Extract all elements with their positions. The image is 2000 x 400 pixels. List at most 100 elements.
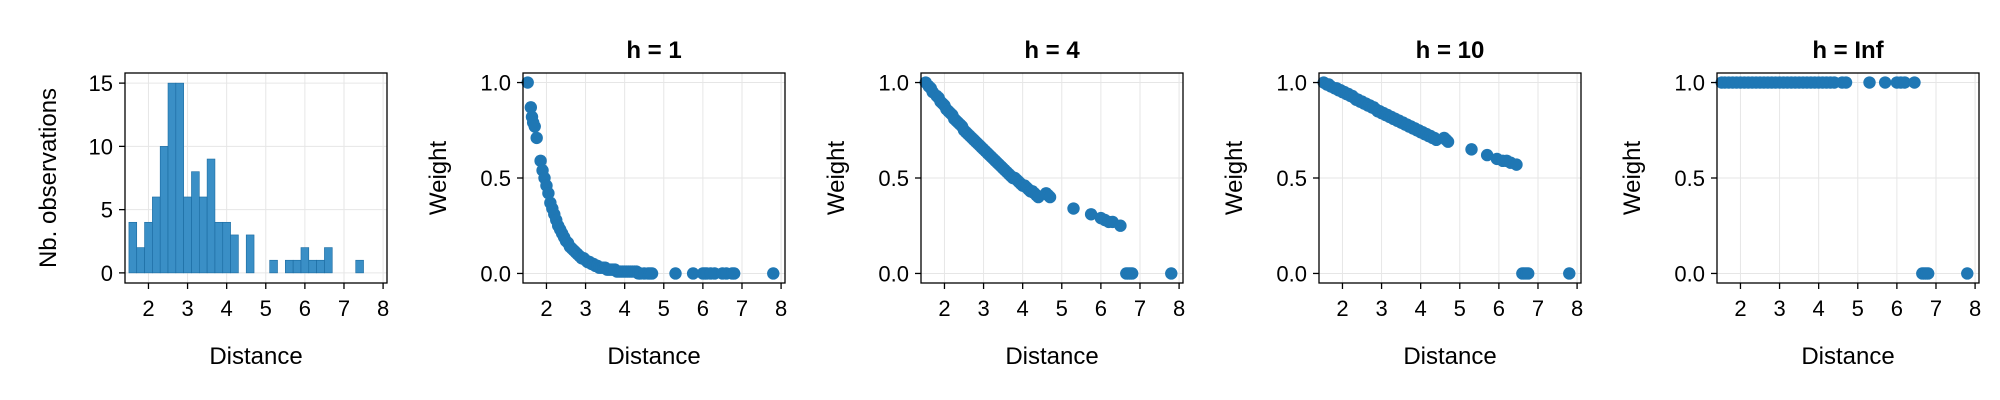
x-tick-label: 4 [1415,296,1427,321]
histogram-bar [198,196,208,274]
histogram-bar [128,221,138,274]
y-axis-label: Weight [1221,141,1248,216]
x-tick-label: 4 [221,296,233,321]
data-point [1125,267,1139,280]
histogram-bar [159,146,169,274]
x-axis-label: Distance [209,343,302,370]
x-tick-label: 6 [1493,296,1505,321]
y-tick-label: 15 [89,71,113,96]
x-tick-label: 5 [1454,296,1466,321]
data-point [528,120,541,133]
histogram-bar [292,259,302,274]
x-tick-label: 6 [299,296,311,321]
x-tick-label: 8 [1571,296,1583,321]
histogram-bar [183,196,192,274]
data-point [1961,267,1974,280]
y-axis-label: Weight [425,141,452,216]
x-tick-label: 4 [619,296,631,321]
data-point [1921,267,1935,280]
histogram-bar [206,158,216,274]
x-tick-label: 5 [658,296,670,321]
data-point [542,187,555,200]
x-tick-label: 3 [1375,296,1387,321]
axes-frame [124,72,388,284]
plot-area: 2 3 4 5 6 7 8 0 5 10 15 [89,71,390,321]
histogram-bar [167,82,177,274]
data-point [727,267,741,280]
data-point [1908,76,1921,89]
histogram-bar [355,259,364,274]
weight-panel-h1: 2 3 4 5 6 7 8 0.0 0.5 1.0 h = 1 Distance Weight [425,37,787,370]
x-tick-label: 5 [260,296,272,321]
x-axis-label: Distance [1005,343,1098,370]
x-tick-label: 3 [181,296,193,321]
weight-panel-h10: 2 3 4 5 6 7 8 0.0 0.5 1.0 h = 10 Distance Weight [1221,37,1583,370]
x-tick-label: 4 [1017,296,1029,321]
weight-panel-h4: 2 3 4 5 6 7 8 0.0 0.5 1.0 h = 4 Distance Weight [823,37,1185,370]
histogram-bar [214,221,224,274]
histogram-bar [230,234,239,274]
x-tick-label: 8 [1173,296,1185,321]
data-point [524,101,538,114]
x-tick-label: 7 [338,296,350,321]
y-tick-label: 0.5 [480,166,511,191]
x-tick-label: 7 [1930,296,1942,321]
y-tick-label: 0.0 [878,261,909,286]
x-tick-label: 8 [775,296,787,321]
x-tick-label: 3 [1773,296,1785,321]
plot-area: 2 3 4 5 6 7 8 0.0 0.5 1.0 [1674,71,1981,321]
histogram-bar [175,82,184,274]
y-tick-label: 0.0 [1276,261,1307,286]
data-point [1522,267,1535,280]
histogram-bar [300,247,310,274]
x-tick-label: 6 [697,296,709,321]
data-point [645,267,659,280]
data-point [1084,208,1098,221]
y-tick-label: 1.0 [480,71,511,96]
y-tick-label: 10 [89,134,113,159]
data-point [1898,76,1911,89]
data-point [767,267,780,280]
x-tick-label: 2 [142,296,154,321]
x-tick-label: 2 [1734,296,1746,321]
data-point [1863,76,1876,89]
plot-area: 2 3 4 5 6 7 8 0.0 0.5 1.0 [480,71,787,321]
x-tick-label: 2 [1336,296,1348,321]
data-point [1067,202,1080,215]
panel-title: h = Inf [1812,37,1884,64]
x-tick-label: 5 [1056,296,1068,321]
x-tick-label: 7 [1134,296,1146,321]
data-point [1465,143,1478,156]
x-tick-label: 7 [1532,296,1544,321]
x-axis-label: Distance [607,343,700,370]
histogram-bar [152,196,161,274]
histogram-bar [222,221,231,274]
x-tick-label: 3 [977,296,989,321]
x-tick-label: 2 [938,296,950,321]
y-tick-label: 1.0 [1276,71,1307,96]
data-point [1114,219,1127,232]
data-point [1043,190,1057,204]
histogram-panel: 2 3 4 5 6 7 8 0 5 10 15 Distance Nb. observations [35,71,389,370]
histogram-bar [144,221,153,274]
x-tick-label: 8 [377,296,389,321]
y-axis-label: Nb. observations [35,88,62,268]
histogram-bar [324,247,333,274]
y-tick-label: 5 [101,198,113,223]
x-tick-label: 3 [579,296,591,321]
data-point [521,76,534,89]
y-tick-label: 0.5 [1276,166,1307,191]
histogram-bar [269,259,278,274]
data-point [1510,158,1523,171]
x-tick-label: 2 [540,296,552,321]
plot-area: 2 3 4 5 6 7 8 0.0 0.5 1.0 [878,71,1185,321]
data-point [1563,267,1576,280]
y-axis-label: Weight [1619,141,1646,216]
y-tick-label: 1.0 [878,71,909,96]
y-tick-label: 0.0 [480,261,511,286]
histogram-bar [191,171,200,274]
panel-title: h = 10 [1416,37,1485,64]
weight-panel-hinf: 2 3 4 5 6 7 8 0.0 0.5 1.0 h = Inf Distance Weight [1619,37,1981,370]
data-point [1878,76,1892,89]
histogram-bar [136,247,145,274]
